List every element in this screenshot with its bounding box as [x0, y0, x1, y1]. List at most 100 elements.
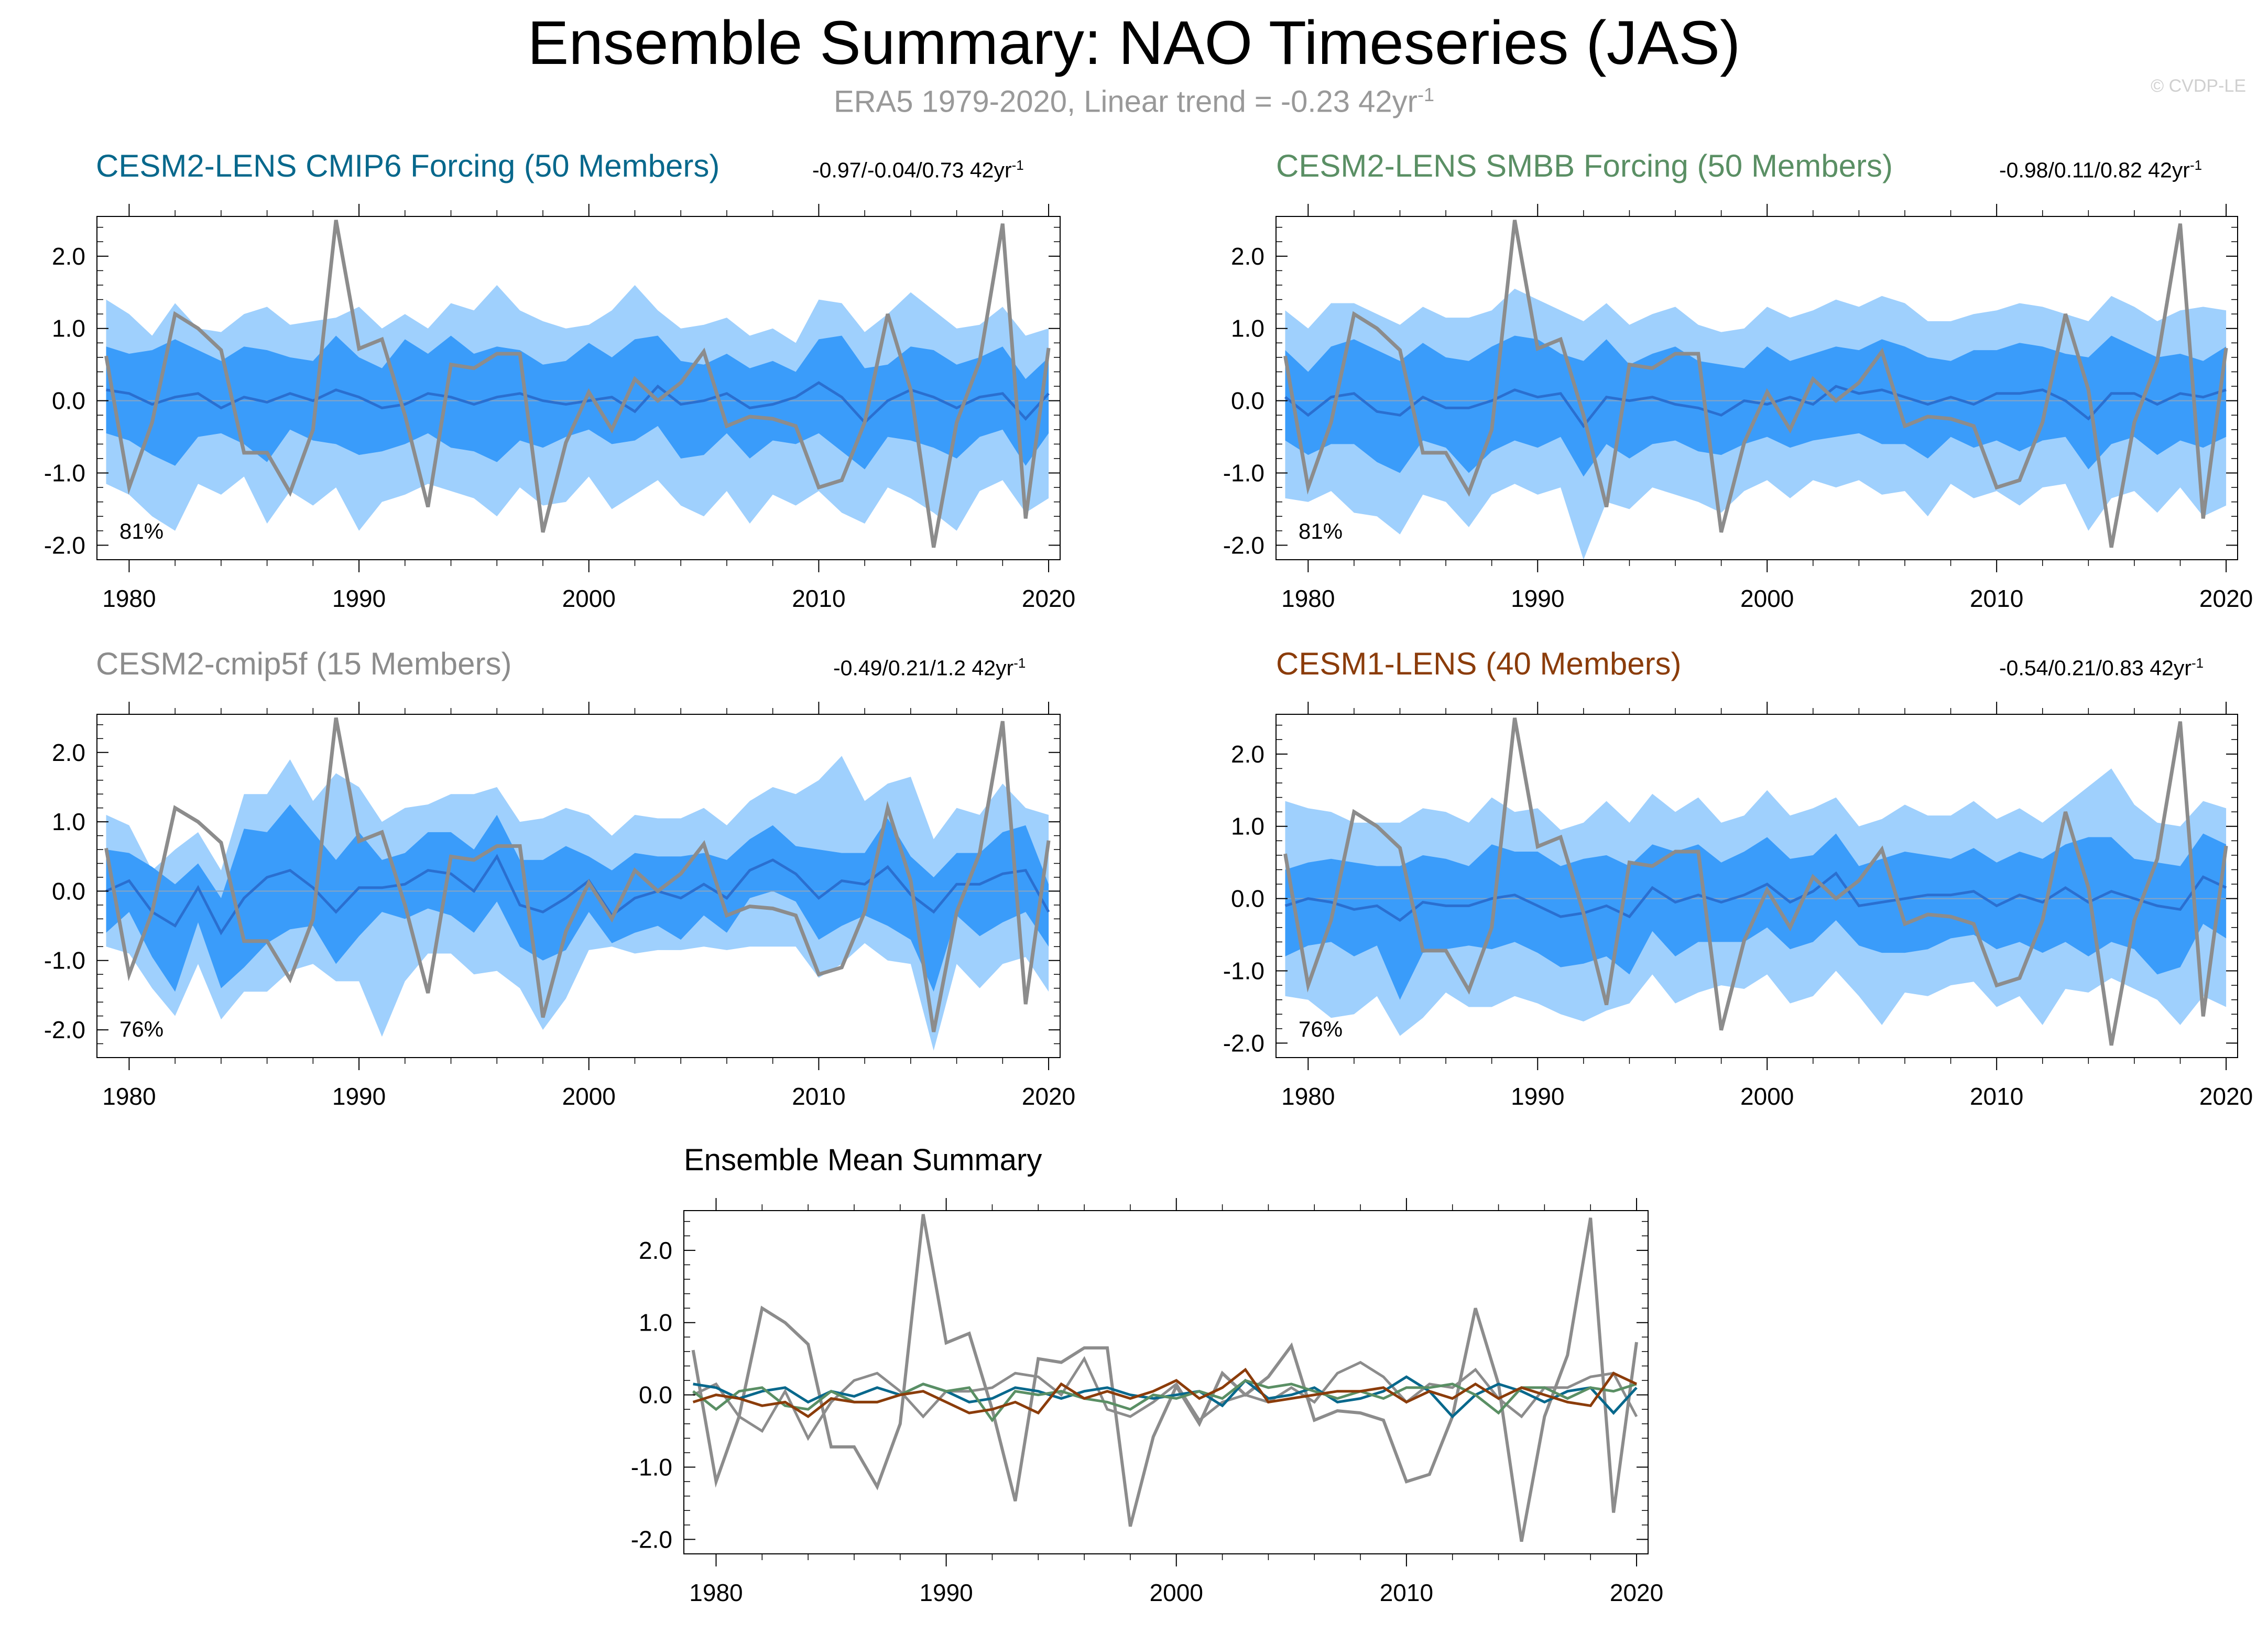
- inner-spread-band: [1285, 335, 2227, 477]
- ensemble-mean-line: [1284, 385, 2227, 429]
- y-tick-label: 1.0: [639, 1309, 672, 1336]
- observed-line: [104, 220, 1051, 548]
- ensemble-mean-line: [106, 381, 1050, 424]
- observed-line: [1283, 220, 2228, 548]
- series-line-1: [692, 1356, 1638, 1441]
- plot-frame: [1275, 714, 2238, 1058]
- x-tick-label: 2010: [1970, 585, 2023, 612]
- y-tick-label: 1.0: [1231, 315, 1264, 342]
- panel-stats: -0.54/0.21/0.83 42yr-1: [1999, 655, 2204, 681]
- x-tick-label: 1980: [689, 1579, 743, 1606]
- panel-title: CESM1-LENS (40 Members): [1276, 646, 1682, 681]
- x-tick-label: 2000: [1740, 1083, 1794, 1110]
- panel-title: Ensemble Mean Summary: [684, 1143, 1042, 1177]
- panel-stats-sup: -1: [1013, 655, 1026, 671]
- x-tick-label: 2020: [2199, 585, 2253, 612]
- outer-spread-band: [1285, 768, 2227, 1036]
- observed-line: [104, 717, 1051, 1032]
- x-tick-label: 1990: [1511, 585, 1564, 612]
- x-tick-label: 2020: [1022, 585, 1075, 612]
- y-tick-label: -1.0: [44, 947, 85, 974]
- x-tick-label: 1990: [1511, 1083, 1564, 1110]
- x-tick-label: 2010: [1970, 1083, 2023, 1110]
- x-tick-label: 2010: [792, 585, 845, 612]
- x-tick-label: 1980: [102, 585, 156, 612]
- y-tick-label: -2.0: [1223, 531, 1264, 559]
- percent-label: 76%: [119, 1017, 163, 1041]
- panel-title: CESM2-LENS CMIP6 Forcing (50 Members): [96, 148, 720, 183]
- figure-subtitle-text: ERA5 1979-2020, Linear trend = -0.23 42y…: [833, 84, 1418, 119]
- percent-label: 81%: [1299, 519, 1343, 543]
- y-tick-label: -1.0: [631, 1454, 672, 1481]
- x-tick-label: 2020: [1022, 1083, 1075, 1110]
- y-tick-label: 1.0: [52, 808, 85, 835]
- y-tick-label: -1.0: [1223, 460, 1264, 487]
- y-tick-label: 0.0: [1231, 885, 1264, 912]
- plot-frame: [96, 714, 1061, 1058]
- y-tick-label: -2.0: [631, 1526, 672, 1553]
- percent-label: 76%: [1299, 1017, 1343, 1041]
- x-tick-label: 2000: [562, 585, 616, 612]
- panel-stats-text: -0.54/0.21/0.83 42yr: [1999, 656, 2191, 680]
- y-tick-label: 2.0: [1231, 741, 1264, 768]
- x-tick-label: 2010: [1380, 1579, 1433, 1606]
- figure-subtitle-sup: -1: [1418, 84, 1435, 105]
- panel-stats: -0.98/0.11/0.82 42yr-1: [1999, 157, 2202, 183]
- y-tick-label: 2.0: [1231, 243, 1264, 270]
- x-tick-label: 1980: [1281, 585, 1335, 612]
- panel-title: CESM2-cmip5f (15 Members): [96, 646, 512, 681]
- panel-stats: -0.97/-0.04/0.73 42yr-1: [812, 157, 1024, 183]
- y-tick-label: 1.0: [1231, 813, 1264, 840]
- x-tick-label: 1990: [919, 1579, 973, 1606]
- series-line-0: [691, 1214, 1638, 1542]
- outer-spread-band: [106, 285, 1049, 531]
- outer-spread-band: [1285, 288, 2227, 560]
- plot-frame: [683, 1210, 1649, 1554]
- plot-frame: [96, 216, 1061, 560]
- x-tick-label: 2000: [562, 1083, 616, 1110]
- inner-spread-band: [106, 804, 1049, 992]
- percent-label: 81%: [119, 519, 163, 543]
- x-tick-label: 1980: [102, 1083, 156, 1110]
- y-tick-label: 0.0: [639, 1381, 672, 1409]
- y-tick-label: 1.0: [52, 315, 85, 342]
- x-tick-label: 1990: [332, 585, 386, 612]
- y-tick-label: 0.0: [52, 877, 85, 905]
- panel-stats-text: -0.98/0.11/0.82 42yr: [1999, 158, 2190, 182]
- ensemble-mean-line: [105, 854, 1050, 935]
- figure-subtitle: ERA5 1979-2020, Linear trend = -0.23 42y…: [0, 84, 2268, 119]
- y-tick-label: 2.0: [52, 739, 85, 766]
- observed-line: [1283, 717, 2228, 1046]
- x-tick-label: 1990: [332, 1083, 386, 1110]
- x-tick-label: 2020: [2199, 1083, 2253, 1110]
- ensemble-mean-line: [1284, 871, 2227, 922]
- panel-stats-sup: -1: [1011, 157, 1024, 173]
- y-tick-label: -1.0: [44, 460, 85, 487]
- y-tick-label: 0.0: [52, 387, 85, 415]
- panel-stats-sup: -1: [2191, 655, 2204, 671]
- panel-stats-text: -0.49/0.21/1.2 42yr: [833, 656, 1014, 680]
- outer-spread-band: [106, 756, 1049, 1051]
- inner-spread-band: [106, 335, 1049, 470]
- figure-title: Ensemble Summary: NAO Timeseries (JAS): [527, 8, 1741, 78]
- x-tick-label: 1980: [1281, 1083, 1335, 1110]
- y-tick-label: -2.0: [1223, 1029, 1264, 1057]
- y-tick-label: 2.0: [639, 1237, 672, 1264]
- inner-spread-band: [1285, 833, 2227, 1000]
- series-line-3: [692, 1379, 1637, 1423]
- series-line-4: [692, 1367, 1638, 1419]
- y-tick-label: -2.0: [44, 531, 85, 559]
- series-line-2: [693, 1375, 1638, 1419]
- y-tick-label: 0.0: [1231, 387, 1264, 415]
